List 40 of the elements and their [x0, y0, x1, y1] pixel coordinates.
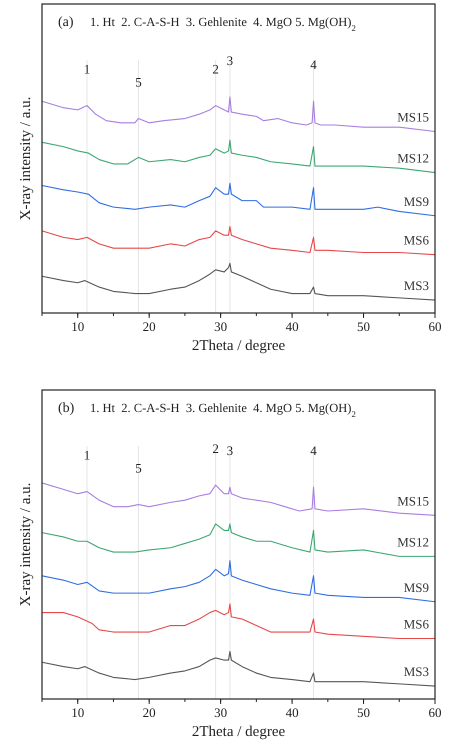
y-axis-title: X-ray intensity / a.u. — [18, 96, 34, 220]
series-label: MS9 — [404, 580, 429, 595]
annotation: 4 — [310, 57, 318, 72]
annotation: 3 — [226, 52, 234, 68]
x-tick-label: 30 — [214, 705, 228, 720]
annotation: 1 — [84, 62, 90, 77]
annotation: 5 — [135, 460, 142, 476]
x-tick-label: 50 — [357, 319, 370, 334]
x-tick-label: 20 — [142, 705, 156, 720]
series-label: MS3 — [404, 664, 429, 680]
annotation: 2 — [212, 441, 219, 456]
annotation: 4 — [310, 443, 318, 458]
x-axis-title: 2Theta / degree — [192, 338, 286, 354]
chart-title: (b) — [58, 401, 75, 416]
y-axis-title: X-ray intensity / a.u. — [18, 482, 34, 606]
x-tick-label: 10 — [71, 705, 84, 720]
series-label: MS15 — [397, 109, 429, 124]
text: 1. Ht 2. C-A-S-H 3. Gehlenite 4. MgO 5. Mg(OH)$_{2}$ — [90, 401, 356, 419]
x-tick-label: 50 — [357, 705, 370, 720]
annotation: 3 — [226, 443, 234, 458]
text: 1. Ht 2. C-A-S-H 3. Gehlenite 4. MgO 5. Mg(OH)$_{2}$ — [90, 15, 356, 33]
series-label: MS12 — [397, 534, 429, 550]
series-label: MS12 — [397, 150, 429, 166]
x-tick-label: 60 — [428, 705, 442, 720]
annotation: 1 — [84, 448, 90, 463]
x-tick-label: 60 — [428, 319, 442, 334]
x-axis-title: 2Theta / degree — [192, 724, 286, 740]
annotation: 2 — [212, 62, 219, 77]
x-tick-label: 40 — [286, 319, 299, 334]
series-label: MS6 — [404, 232, 430, 248]
chart-title: (a) — [58, 15, 74, 30]
x-tick-label: 40 — [286, 705, 299, 720]
series-label: MS3 — [404, 278, 429, 294]
series-label: MS6 — [404, 616, 430, 632]
series-label: MS9 — [404, 194, 429, 209]
x-tick-label: 10 — [71, 319, 84, 334]
series-label: MS15 — [397, 493, 429, 508]
x-tick-label: 30 — [214, 319, 228, 334]
annotation: 5 — [135, 74, 142, 90]
x-tick-label: 20 — [142, 319, 156, 334]
